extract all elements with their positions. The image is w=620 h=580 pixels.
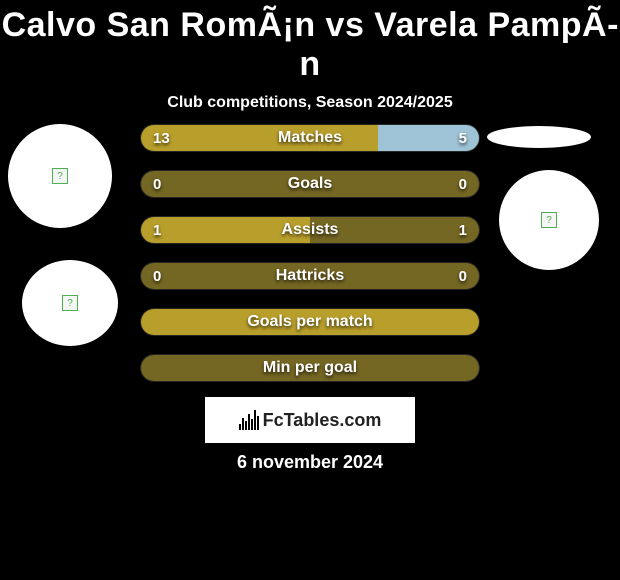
stat-bar: Matches135 xyxy=(140,124,480,152)
brand-text: FcTables.com xyxy=(263,410,382,431)
bar-right-fill xyxy=(141,355,479,381)
brand-badge: FcTables.com xyxy=(205,397,415,443)
bar-left-fill xyxy=(141,309,479,335)
bar-left-fill xyxy=(141,125,378,151)
stat-bar: Hattricks00 xyxy=(140,262,480,290)
brand-chart-icon xyxy=(239,410,259,430)
bar-right-fill xyxy=(378,125,479,151)
placeholder-icon: ? xyxy=(52,168,68,184)
stat-bar: Assists11 xyxy=(140,216,480,244)
player-avatar-left-2: ? xyxy=(22,260,118,346)
bar-right-fill xyxy=(141,263,479,289)
date-label: 6 november 2024 xyxy=(0,452,620,473)
player-avatar-right-ellipse xyxy=(487,126,591,148)
player-avatar-right: ? xyxy=(499,170,599,270)
bar-right-fill xyxy=(141,171,479,197)
placeholder-icon: ? xyxy=(541,212,557,228)
page-title: Calvo San RomÃ¡n vs Varela PampÃ­n xyxy=(0,0,620,84)
stat-bar: Min per goal xyxy=(140,354,480,382)
stat-bar: Goals per match xyxy=(140,308,480,336)
player-avatar-left-1: ? xyxy=(8,124,112,228)
stat-bar: Goals00 xyxy=(140,170,480,198)
bar-left-fill xyxy=(141,217,310,243)
bar-right-fill xyxy=(310,217,479,243)
stats-bars: Matches135 Goals00 Assists11 Hattricks00 Goa… xyxy=(140,124,480,400)
page-subtitle: Club competitions, Season 2024/2025 xyxy=(0,94,620,112)
placeholder-icon: ? xyxy=(62,295,78,311)
